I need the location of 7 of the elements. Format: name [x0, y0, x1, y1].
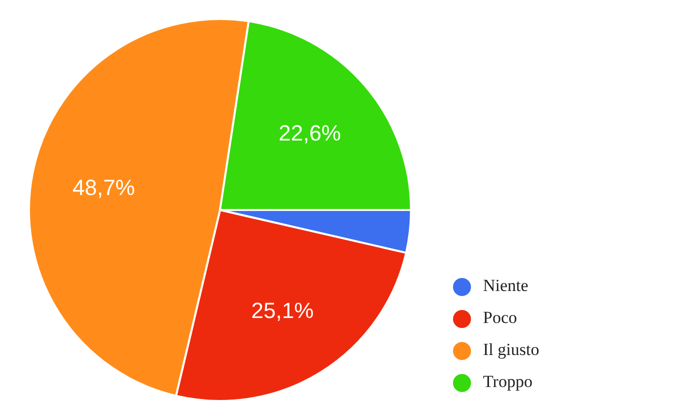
legend-label: Poco: [483, 307, 517, 329]
legend-label: Troppo: [483, 371, 532, 393]
legend-label: Il giusto: [483, 339, 540, 361]
legend-label: Niente: [483, 275, 528, 297]
data-label: 22,6%: [278, 120, 341, 146]
data-label: 25,1%: [251, 298, 314, 324]
data-label: 48,7%: [72, 174, 135, 200]
